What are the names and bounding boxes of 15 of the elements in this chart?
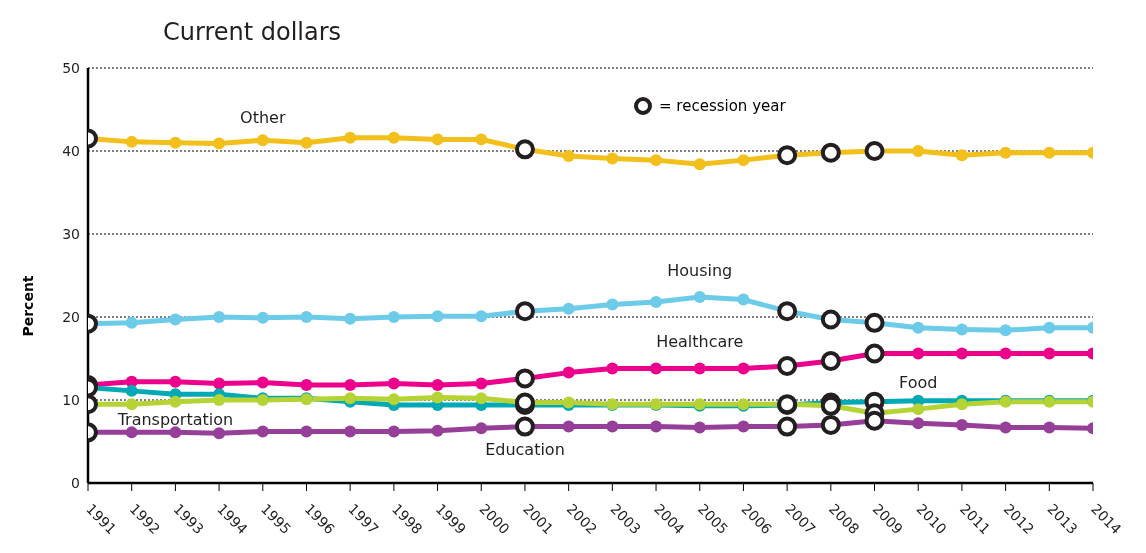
y-tick-label: 20 [62, 308, 80, 325]
chart-title: Current dollars [163, 18, 342, 46]
series-label: Other [240, 107, 286, 127]
y-tick-label: 50 [62, 59, 80, 76]
y-tick-label: 0 [71, 474, 80, 491]
legend-label: = recession year [659, 97, 786, 115]
series-label: Transportation [116, 410, 234, 430]
series-label: Healthcare [656, 331, 744, 351]
series-label: Housing [667, 260, 733, 280]
y-tick-label: 10 [62, 391, 80, 408]
y-axis-title: Percent [20, 274, 36, 339]
series-label: Food [899, 373, 938, 393]
series-label: Education [485, 440, 565, 460]
y-tick-label: 30 [62, 225, 80, 242]
y-tick-label: 40 [62, 142, 80, 159]
